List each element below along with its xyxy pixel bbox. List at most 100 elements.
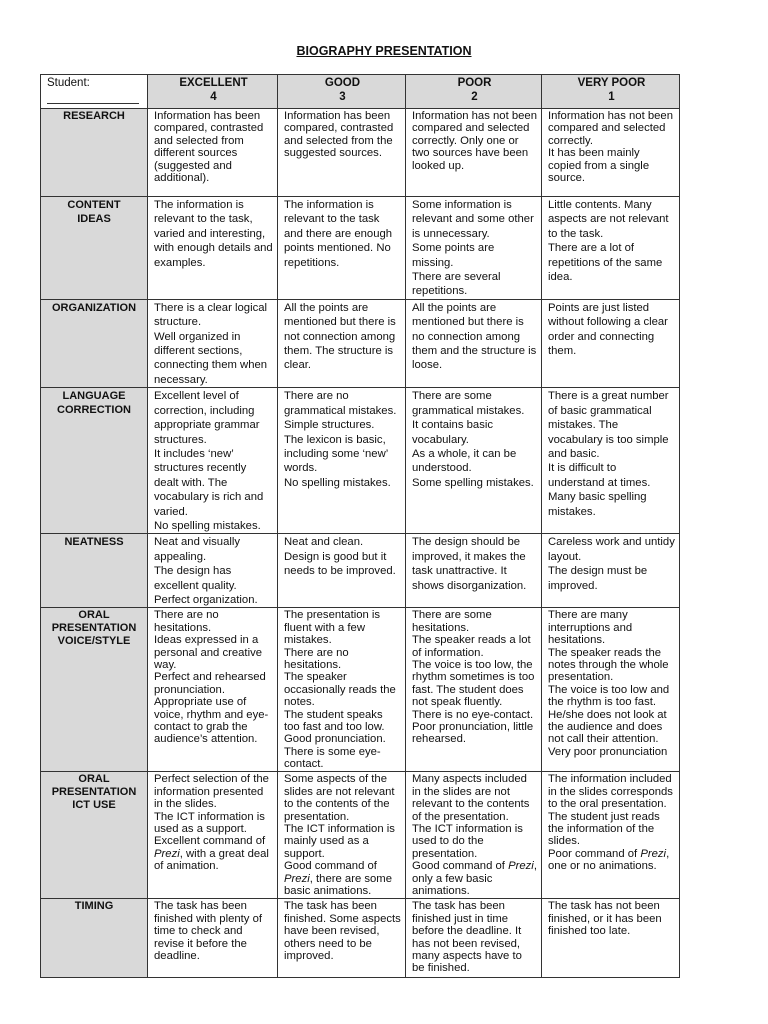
descriptor-text: The design must be improved. — [548, 565, 648, 592]
document-title: BIOGRAPHY PRESENTATION — [296, 44, 472, 58]
rubric-row: CONTENT IDEAS The information is relevant … — [40, 196, 680, 300]
descriptor-text: There are some hesitations. — [412, 609, 492, 634]
descriptor-text: No spelling mistakes. — [284, 476, 391, 489]
criterion-cell: NEATNESS — [40, 533, 148, 609]
rubric-row: NEATNESS Neat and visually appealing. The … — [40, 533, 680, 609]
criterion-label: ORGANIZATION — [51, 301, 137, 314]
descriptor-text: There are many interruptions and hesitat… — [548, 609, 633, 647]
criterion-cell: LANGUAGE CORRECTION — [40, 387, 148, 535]
descriptor-text: There are a lot of repetitions of the sa… — [548, 242, 663, 284]
descriptor-text: It contains basic vocabulary. — [412, 419, 494, 446]
descriptor-text: All the points are mentioned but there i… — [412, 301, 537, 372]
descriptor-cell: Neat and clean. Design is good but it nee… — [277, 533, 406, 609]
descriptor-cell: The presentation is fluent with a few mi… — [277, 607, 406, 773]
rubric-row: ORGANIZATION There is a clear logical str… — [40, 298, 680, 389]
descriptor-cell: The information included in the slides c… — [541, 771, 680, 900]
descriptor-cell: Information has not been compared and se… — [541, 108, 680, 197]
descriptor-text: Well organized in different sections, co… — [154, 330, 268, 386]
descriptor-cell: There are no grammatical mistakes. Simpl… — [277, 387, 406, 535]
descriptor-text: Perfect and rehearsed pronunciation. — [154, 671, 266, 696]
criterion-label: LANGUAGE — [62, 390, 126, 403]
descriptor-text: Information has not been compared and se… — [548, 110, 673, 147]
descriptor-text: Many aspects included in the slides are … — [412, 773, 530, 823]
criterion-label: ORAL — [78, 773, 110, 786]
criterion-label: VOICE/STYLE — [57, 635, 131, 648]
descriptor-cell: Information has been compared, contraste… — [147, 108, 278, 197]
descriptor-text: Neat and visually appealing. — [154, 536, 241, 563]
descriptor-cell: Information has not been compared and se… — [405, 108, 542, 197]
descriptor-text: The design has excellent quality. — [154, 565, 237, 592]
descriptor-cell: There is a great number of basic grammat… — [541, 387, 680, 535]
criterion-label: PRESENTATION — [51, 622, 137, 635]
descriptor-text: The voice is too low and the rhythm is t… — [548, 683, 670, 709]
text-segment: Good command of — [284, 860, 377, 873]
descriptor-text: All the points are mentioned but there i… — [284, 301, 396, 372]
descriptor-text: The ICT information is used as a support… — [154, 810, 265, 835]
criterion-label: PRESENTATION — [51, 786, 137, 799]
criterion-label: TIMING — [74, 900, 114, 913]
descriptor-text: The task has been finished with plenty o… — [154, 900, 263, 962]
descriptor-text: Perfect selection of the information pre… — [154, 773, 269, 811]
descriptor-cell: Perfect selection of the information pre… — [147, 771, 278, 900]
criterion-label: IDEAS — [77, 213, 111, 225]
descriptor-cell: There are no hesitations. Ideas expressed… — [147, 607, 278, 773]
descriptor-cell: The information is relevant to the task … — [277, 196, 406, 300]
descriptor-text: Excellent command of Prezi, with a great… — [154, 835, 273, 872]
rubric-row: RESEARCH Information has been compared, c… — [40, 108, 680, 197]
descriptor-text: There are no hesitations. — [284, 646, 349, 671]
descriptor-cell: There are some hesitations. The speaker r… — [405, 607, 542, 773]
descriptor-cell: All the points are mentioned but there i… — [277, 298, 406, 389]
descriptor-text: Ideas expressed in a personal and creati… — [154, 634, 263, 671]
descriptor-text: No spelling mistakes. — [154, 519, 261, 532]
descriptor-text: He/she does not look at the audience and… — [548, 708, 667, 746]
level-header-very-poor: VERY POOR 1 — [541, 74, 680, 109]
descriptor-cell: All the points are mentioned but there i… — [405, 298, 542, 389]
text-segment: , one or no animations. — [548, 847, 670, 873]
descriptor-text: Many basic spelling mistakes. — [548, 491, 647, 518]
descriptor-text: It includes ‘new’ structures recently de… — [154, 447, 264, 518]
criterion-cell: CONTENT IDEAS — [40, 196, 148, 300]
student-name-blank[interactable] — [47, 103, 139, 104]
descriptor-text: There is a great number of basic grammat… — [548, 390, 669, 460]
descriptor-text: There is some eye-contact. — [284, 745, 381, 771]
descriptor-cell: Information has been compared, contraste… — [277, 108, 406, 197]
descriptor-text: Points are just listed without following… — [548, 301, 668, 358]
descriptor-cell: The information is relevant to the task,… — [147, 196, 278, 300]
software-name: Prezi — [284, 872, 310, 885]
descriptor-text: The information included in the slides c… — [548, 773, 673, 811]
rubric-table: Student: EXCELLENT 4 GOOD 3 POOR 2 VERY POO… — [40, 74, 680, 979]
descriptor-text: Good command of Prezi, there are some ba… — [284, 860, 401, 897]
student-name-cell[interactable]: Student: — [40, 74, 148, 109]
descriptor-text: Information has not been compared and se… — [412, 110, 537, 172]
descriptor-text: As a whole, it can be understood. — [412, 447, 517, 475]
descriptor-text: The presentation is fluent with a few mi… — [284, 609, 381, 647]
criterion-label: ORAL — [78, 609, 110, 622]
descriptor-cell: There are many interruptions and hesitat… — [541, 607, 680, 773]
descriptor-text: The ICT information is mainly used as a … — [284, 823, 395, 860]
criterion-label: CORRECTION — [57, 404, 131, 417]
software-name: Prezi — [154, 847, 180, 860]
criterion-cell: ORAL PRESENTATION VOICE/STYLE — [40, 607, 148, 773]
descriptor-cell: Some information is relevant and some ot… — [405, 196, 542, 300]
rubric-row: ORAL PRESENTATION ICT USE Perfect selection… — [40, 771, 680, 900]
descriptor-text: The speaker reads the notes through the … — [548, 646, 669, 684]
header-row: Student: EXCELLENT 4 GOOD 3 POOR 2 VERY POO… — [40, 74, 680, 109]
descriptor-text: The student speaks too fast and too low. — [284, 708, 385, 734]
descriptor-text: The task has been finished just in time … — [412, 900, 522, 975]
descriptor-cell: The task has not been finished, or it ha… — [541, 898, 680, 979]
descriptor-cell: The design should be improved, it makes … — [405, 533, 542, 609]
descriptor-text: Some spelling mistakes. — [412, 476, 534, 489]
descriptor-cell: The task has been finished just in time … — [405, 898, 542, 979]
descriptor-text: The lexicon is basic, including some ‘ne… — [284, 433, 388, 475]
level-header-excellent: EXCELLENT 4 — [147, 74, 278, 109]
descriptor-text: Poor command of Prezi, one or no animati… — [548, 848, 675, 873]
descriptor-text: There are no grammatical mistakes. Simpl… — [284, 390, 397, 432]
criterion-label: ICT USE — [72, 799, 116, 812]
text-segment: , there are some basic animations. — [284, 872, 393, 898]
descriptor-text: There are several repetitions. — [412, 271, 501, 298]
text-segment: Poor command of — [548, 847, 641, 860]
descriptor-text: Careless work and untidy layout. — [548, 536, 675, 563]
descriptor-cell: The task has been finished with plenty o… — [147, 898, 278, 979]
descriptor-text: It has been mainly copied from a single … — [548, 147, 650, 185]
descriptor-text: There are no hesitations. — [154, 609, 219, 634]
